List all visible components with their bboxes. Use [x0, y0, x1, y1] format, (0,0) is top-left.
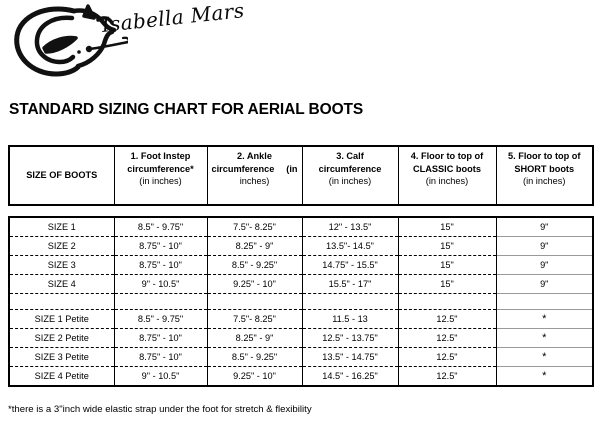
table-cell: 7.5"- 8.25" [206, 309, 303, 329]
page-title: STANDARD SIZING CHART FOR AERIAL BOOTS [9, 101, 364, 118]
aerial-artist-logo-icon [8, 2, 130, 82]
table-cell: 12" - 13.5" [301, 217, 399, 237]
column-header-line2: CLASSIC boots [413, 163, 481, 174]
table-cell: 12.5" [397, 328, 497, 348]
column-header-line1: 5. Floor to top of [508, 151, 581, 161]
table-cell: 8.25" - 9" [206, 328, 303, 348]
table-cell: 8.5" - 9.75" [113, 309, 208, 329]
column-header-line1: 1. Foot Instep [130, 151, 191, 161]
table-cell: 15" [397, 236, 497, 256]
table-cell: 14.5" - 16.25" [301, 366, 399, 386]
column-header-line2: circumference [318, 163, 382, 174]
column-header-units: (in inches) [328, 176, 372, 187]
row-size-label: SIZE 3 Petite [9, 347, 115, 367]
table-cell [397, 293, 497, 310]
table-cell: 11.5 - 13 [301, 309, 399, 329]
row-size-label: SIZE 4 Petite [9, 366, 115, 386]
footnote-marker: * [542, 370, 547, 382]
table-cell: 9" [495, 217, 593, 237]
column-header-size-of-boots: SIZE OF BOOTS [9, 146, 115, 205]
column-header-line2-row: circumference (in [212, 163, 298, 176]
brand-header: Isabella Mars [0, 0, 300, 92]
row-size-label [9, 293, 115, 310]
table-cell: 9" [495, 255, 593, 275]
table-cell: 12.5" - 13.75" [301, 328, 399, 348]
column-header-calf: 3. Calf circumference (in inches) [301, 146, 399, 205]
column-header-line1: 4. Floor to top of [410, 151, 484, 161]
sizing-chart-body-table: SIZE 1 8.5" - 9.75" 7.5"- 8.25" 12" - 13.5"… [8, 216, 594, 387]
table-cell: 9" - 10.5" [113, 274, 208, 294]
table-row: SIZE 2 8.75" - 10" 8.25" - 9" 13.5"- 14.5" 1… [9, 236, 593, 256]
column-header-line2: circumference [211, 163, 275, 174]
footnote-marker: * [542, 313, 547, 325]
table-spacer-row [9, 293, 593, 310]
footnote-marker: * [542, 332, 547, 344]
column-header-units: inches) [239, 176, 270, 187]
column-header-line2: SHORT boots [514, 163, 575, 174]
table-cell: 12.5" [397, 309, 497, 329]
table-row: SIZE 3 8.75" - 10" 8.5" - 9.25" 14.75" - 15… [9, 255, 593, 275]
table-cell: 12.5" [397, 366, 497, 386]
table-cell: 14.75" - 15.5" [301, 255, 399, 275]
table-row: SIZE 1 8.5" - 9.75" 7.5"- 8.25" 12" - 13.5"… [9, 217, 593, 237]
row-size-label: SIZE 2 Petite [9, 328, 115, 348]
table-cell: 8.25" - 9" [206, 236, 303, 256]
table-row: SIZE 3 Petite 8.75" - 10" 8.5" - 9.25" 13.5… [9, 347, 593, 367]
column-header-line1: 2. Ankle [237, 151, 272, 161]
table-cell: 8.75" - 10" [113, 328, 208, 348]
table-row: SIZE 4 9" - 10.5" 9.25" - 10" 15.5" - 17" 15… [9, 274, 593, 294]
table-row: SIZE 4 Petite 9" - 10.5" 9.25" - 10" 14.5" … [9, 366, 593, 386]
table-cell: * [495, 347, 593, 367]
table-cell: 9" [495, 274, 593, 294]
table-cell: 8.5" - 9.75" [113, 217, 208, 237]
column-header-label: SIZE OF BOOTS [26, 169, 98, 180]
table-cell: 9" - 10.5" [113, 366, 208, 386]
table-cell: 8.75" - 10" [113, 347, 208, 367]
row-size-label: SIZE 4 [9, 274, 115, 294]
table-cell: 15" [397, 217, 497, 237]
table-cell [113, 293, 208, 310]
table-cell: 7.5"- 8.25" [206, 217, 303, 237]
table-cell: 9" [495, 236, 593, 256]
table-row: SIZE 1 Petite 8.5" - 9.75" 7.5"- 8.25" 11.5… [9, 309, 593, 329]
row-size-label: SIZE 1 [9, 217, 115, 237]
column-header-classic-boots: 4. Floor to top of CLASSIC boots (in inc… [397, 146, 497, 205]
table-cell: * [495, 328, 593, 348]
column-header-short-boots: 5. Floor to top of SHORT boots (in inche… [495, 146, 593, 205]
column-header-line1: 3. Calf [336, 151, 364, 161]
table-cell: 13.5" - 14.75" [301, 347, 399, 367]
column-header-foot-instep: 1. Foot Instep circumference* (in inches… [113, 146, 208, 205]
column-header-units: (in inches) [523, 176, 566, 187]
table-cell: 8.5" - 9.25" [206, 255, 303, 275]
table-cell [301, 293, 399, 310]
sizing-chart-header-table: SIZE OF BOOTS 1. Foot Instep circumferen… [8, 145, 594, 206]
footnote-marker: * [542, 351, 547, 363]
row-size-label: SIZE 3 [9, 255, 115, 275]
table-cell: * [495, 309, 593, 329]
column-header-units: (in inches) [425, 176, 469, 187]
table-cell: 13.5"- 14.5" [301, 236, 399, 256]
table-cell: 15" [397, 274, 497, 294]
table-cell: 8.75" - 10" [113, 236, 208, 256]
table-cell: * [495, 366, 593, 386]
table-row: SIZE 2 Petite 8.75" - 10" 8.25" - 9" 12.5" … [9, 328, 593, 348]
table-cell: 15" [397, 255, 497, 275]
column-header-ankle: 2. Ankle circumference (in inches) [206, 146, 303, 205]
table-cell: 15.5" - 17" [301, 274, 399, 294]
table-cell: 8.75" - 10" [113, 255, 208, 275]
row-size-label: SIZE 2 [9, 236, 115, 256]
footnote: *there is a 3"inch wide elastic strap un… [8, 404, 312, 415]
table-cell: 9.25" - 10" [206, 274, 303, 294]
column-header-units: (in inches) [139, 176, 182, 187]
table-cell: 12.5" [397, 347, 497, 367]
table-cell [206, 293, 303, 310]
row-size-label: SIZE 1 Petite [9, 309, 115, 329]
table-cell [495, 293, 593, 310]
table-cell: 8.5" - 9.25" [206, 347, 303, 367]
column-header-units-prefix: (in [286, 163, 298, 174]
table-header-row: SIZE OF BOOTS 1. Foot Instep circumferen… [9, 146, 593, 205]
table-cell: 9.25" - 10" [206, 366, 303, 386]
column-header-line2: circumference* [127, 163, 194, 174]
